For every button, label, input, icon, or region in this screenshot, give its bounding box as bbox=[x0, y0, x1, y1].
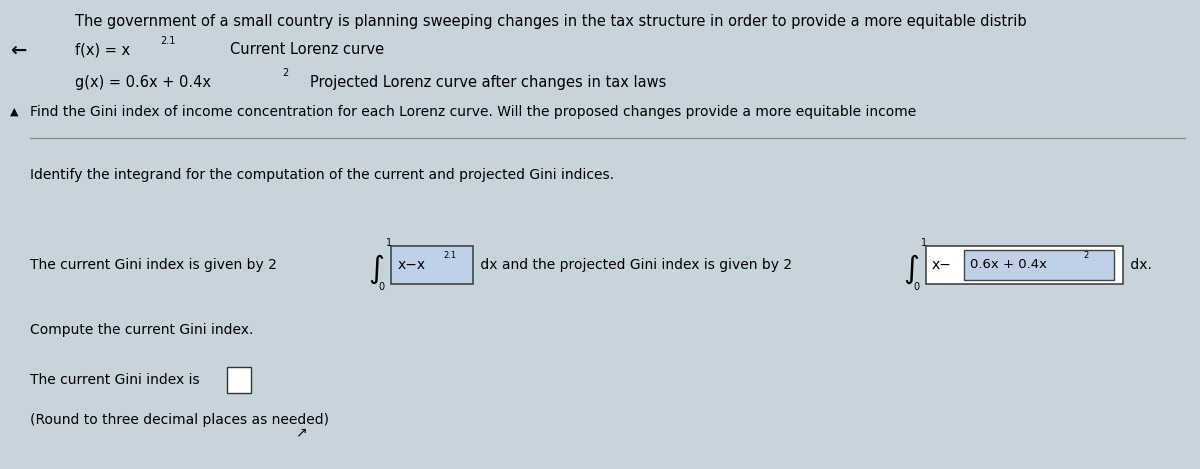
Text: 0: 0 bbox=[913, 282, 919, 292]
Text: 1: 1 bbox=[922, 238, 928, 248]
Text: x−: x− bbox=[932, 258, 952, 272]
Text: 2: 2 bbox=[1084, 250, 1088, 259]
Text: dx.: dx. bbox=[1126, 258, 1152, 272]
Text: ↗: ↗ bbox=[295, 425, 307, 439]
Text: 2.1: 2.1 bbox=[160, 36, 175, 46]
Text: f(x) = x: f(x) = x bbox=[74, 43, 130, 58]
Text: The government of a small country is planning sweeping changes in the tax struct: The government of a small country is pla… bbox=[74, 14, 1027, 29]
Text: g(x) = 0.6x + 0.4x: g(x) = 0.6x + 0.4x bbox=[74, 75, 211, 90]
FancyBboxPatch shape bbox=[926, 246, 1123, 284]
FancyBboxPatch shape bbox=[227, 367, 251, 393]
FancyBboxPatch shape bbox=[391, 246, 473, 284]
Text: 2.1: 2.1 bbox=[443, 250, 456, 259]
Text: Projected Lorenz curve after changes in tax laws: Projected Lorenz curve after changes in … bbox=[310, 75, 666, 90]
Text: The current Gini index is: The current Gini index is bbox=[30, 373, 204, 387]
Text: The current Gini index is given by 2: The current Gini index is given by 2 bbox=[30, 258, 277, 272]
Text: 0: 0 bbox=[378, 282, 384, 292]
Text: Current Lorenz curve: Current Lorenz curve bbox=[230, 43, 384, 58]
Text: Identify the integrand for the computation of the current and projected Gini ind: Identify the integrand for the computati… bbox=[30, 168, 614, 182]
Text: (Round to three decimal places as needed): (Round to three decimal places as needed… bbox=[30, 413, 329, 427]
Text: Compute the current Gini index.: Compute the current Gini index. bbox=[30, 323, 253, 337]
Text: Find the Gini index of income concentration for each Lorenz curve. Will the prop: Find the Gini index of income concentrat… bbox=[30, 105, 917, 119]
Text: ←: ← bbox=[10, 40, 26, 60]
Text: ∫: ∫ bbox=[368, 254, 384, 284]
Text: dx and the projected Gini index is given by 2: dx and the projected Gini index is given… bbox=[476, 258, 792, 272]
Text: 1: 1 bbox=[386, 238, 392, 248]
Text: 0.6x + 0.4x: 0.6x + 0.4x bbox=[970, 258, 1046, 272]
Text: 2: 2 bbox=[282, 68, 288, 78]
Text: ∫: ∫ bbox=[904, 254, 919, 284]
Text: x−x: x−x bbox=[398, 258, 426, 272]
Text: ▲: ▲ bbox=[10, 107, 18, 117]
FancyBboxPatch shape bbox=[964, 250, 1114, 280]
